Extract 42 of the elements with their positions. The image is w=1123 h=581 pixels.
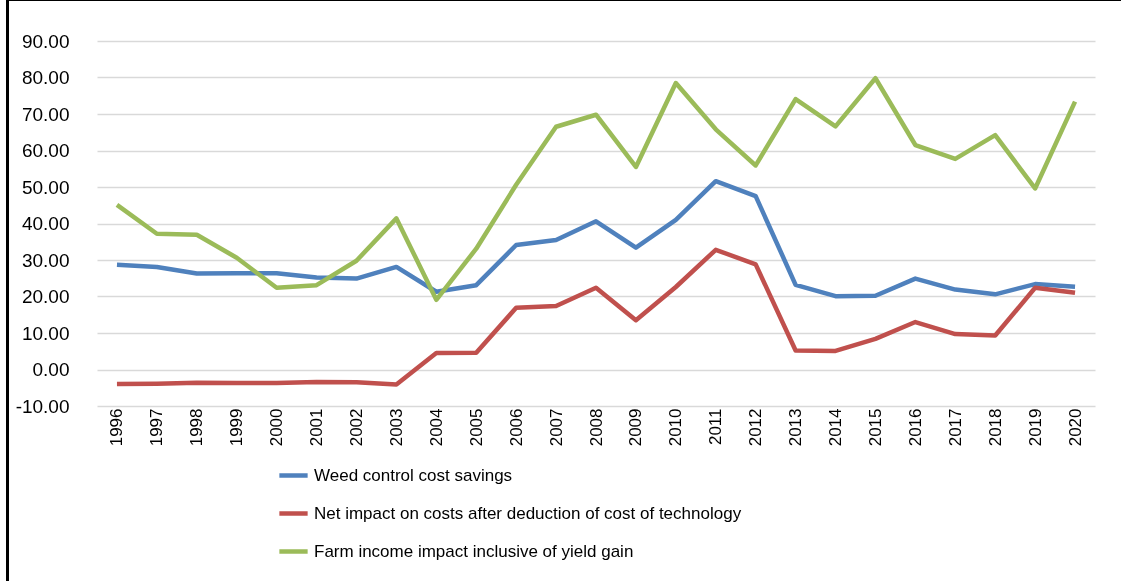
x-tick-label: 2012 <box>746 408 766 447</box>
x-tick-label: 2003 <box>386 408 406 447</box>
x-tick-label: 2014 <box>826 408 846 447</box>
x-tick-label: 2006 <box>506 408 526 447</box>
x-tick-label: 2015 <box>865 408 885 447</box>
x-tick-label: 2008 <box>586 408 606 447</box>
legend-label: Farm income impact inclusive of yield gain <box>314 541 634 561</box>
x-tick-label: 2011 <box>706 408 726 446</box>
y-tick-label: 20.00 <box>21 286 70 307</box>
x-tick-label: 2001 <box>307 408 327 447</box>
y-tick-label: 90.00 <box>21 30 70 52</box>
y-tick-label: 30.00 <box>21 249 70 271</box>
x-tick-label: 2016 <box>905 408 925 447</box>
x-tick-label: 2019 <box>1025 408 1045 447</box>
x-tick-label: 1997 <box>147 408 167 447</box>
line-series <box>114 247 1078 387</box>
x-tick-label: 1999 <box>227 408 247 447</box>
y-tick-label: 80.00 <box>21 67 70 88</box>
y-tick-label: 40.00 <box>21 213 70 234</box>
y-tick-label: 0.00 <box>32 359 70 380</box>
x-tick-label: 2002 <box>346 408 366 447</box>
x-tick-label: 2020 <box>1065 408 1085 447</box>
x-tick-label: 2013 <box>786 408 806 447</box>
legend-label: Net impact on costs after deduction of cost of technology <box>314 503 742 523</box>
line-series <box>114 75 1078 303</box>
x-tick-label: 2004 <box>426 408 446 447</box>
y-tick-label: 70.00 <box>21 103 70 125</box>
legend-label: Weed control cost savings <box>314 465 513 485</box>
x-tick-label: 2017 <box>945 408 965 447</box>
x-tick-label: 2000 <box>267 408 287 447</box>
x-tick-label: 2007 <box>546 408 566 447</box>
x-tick-label: 2009 <box>626 408 646 447</box>
y-tick-label: -10.00 <box>15 395 70 417</box>
x-tick-label: 1998 <box>187 408 207 447</box>
x-tick-label: 1996 <box>107 408 127 447</box>
line-series <box>114 178 1078 299</box>
y-tick-label: 50.00 <box>21 176 70 198</box>
x-tick-label: 2010 <box>666 408 686 447</box>
y-tick-label: 10.00 <box>21 322 70 344</box>
x-tick-label: 2005 <box>466 408 486 447</box>
x-tick-label: 2018 <box>985 408 1005 447</box>
y-tick-label: 60.00 <box>21 140 70 161</box>
